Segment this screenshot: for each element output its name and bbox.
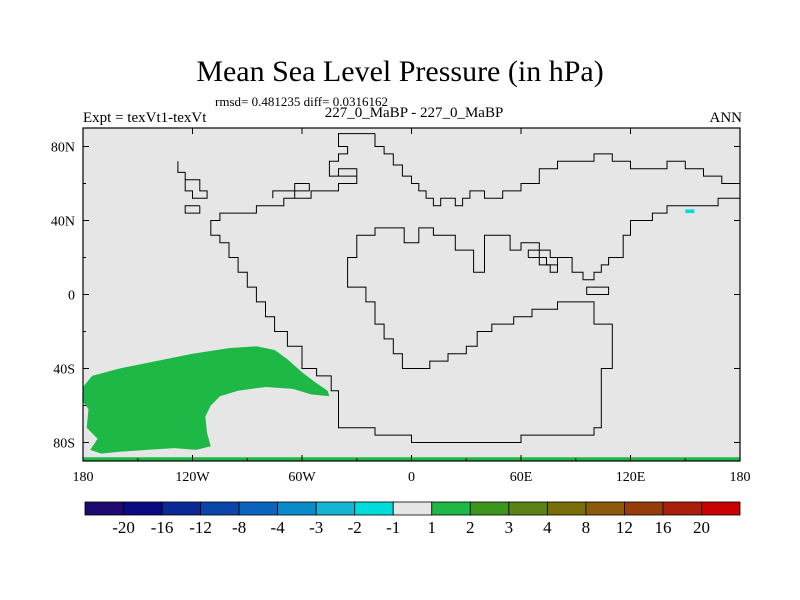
colorbar-label: 2 (466, 518, 475, 537)
colorbar-label: 20 (693, 518, 710, 537)
y-tick-label: 80N (51, 141, 75, 156)
colorbar-label: -2 (348, 518, 362, 537)
colorbar-label: -4 (271, 518, 286, 537)
coastline-4 (338, 168, 358, 177)
y-tick-label: 40N (51, 215, 75, 230)
colorbar-swatch (200, 501, 240, 516)
colorbar-swatch (392, 501, 433, 516)
colorbar-swatch (161, 501, 201, 516)
colorbar-swatch (431, 501, 471, 516)
cyan-spot-north-pacific (685, 209, 695, 214)
x-tick-label: 180 (730, 470, 751, 485)
colorbar-label: -20 (112, 518, 135, 537)
colorbar-swatch (354, 501, 394, 516)
colorbar-swatch (238, 501, 279, 516)
case-label: 227_0_MaBP - 227_0_MaBP (324, 105, 504, 121)
season-label: ANN (709, 110, 743, 126)
y-tick-label: 40S (53, 363, 75, 378)
colorbar-swatch (84, 501, 124, 516)
colorbar-label: 16 (654, 518, 671, 537)
x-tick-label: 120W (175, 470, 210, 485)
coastline-1 (177, 161, 208, 199)
colorbar-swatch (546, 501, 587, 516)
colorbar-label: 3 (505, 518, 514, 537)
colorbar-swatch (123, 501, 163, 516)
colorbar-swatch (315, 501, 356, 516)
chart-title: Mean Sea Level Pressure (in hPa) (196, 55, 604, 88)
colorbar-label: -3 (309, 518, 323, 537)
colorbar-swatch (624, 501, 664, 516)
stats-label: rmsd= 0.481235 diff= 0.0316162 (215, 94, 388, 109)
colorbar-label: -1 (386, 518, 400, 537)
colorbar-swatch (662, 501, 702, 516)
colorbar-label: -16 (151, 518, 174, 537)
x-tick-label: 180 (73, 470, 94, 485)
y-tick-label: 80S (53, 437, 75, 452)
y-tick-label: 0 (68, 289, 75, 304)
colorbar-swatch (701, 501, 741, 516)
x-tick-label: 60W (288, 470, 316, 485)
colorbar-label: -12 (189, 518, 212, 537)
colorbar-label: 8 (582, 518, 591, 537)
x-tick-label: 120E (616, 470, 646, 485)
coastline-2 (184, 205, 201, 214)
x-tick-label: 60E (510, 470, 533, 485)
x-tick-label: 0 (408, 470, 415, 485)
colorbar-swatch (508, 501, 548, 516)
colorbar-label: 4 (543, 518, 552, 537)
green-anomaly-south-pacific (83, 346, 330, 454)
experiment-label: Expt = texVt1-texVt (83, 110, 207, 126)
coastline-0 (210, 133, 741, 443)
coastline-6 (586, 286, 610, 295)
colorbar-swatch (585, 501, 625, 516)
coastline-5 (527, 249, 558, 266)
colorbar-label: 1 (428, 518, 437, 537)
coastline-3 (272, 183, 310, 199)
colorbar-swatch (277, 501, 317, 516)
colorbar-label: -8 (232, 518, 246, 537)
colorbar-swatch (469, 501, 510, 516)
colorbar-label: 12 (616, 518, 633, 537)
